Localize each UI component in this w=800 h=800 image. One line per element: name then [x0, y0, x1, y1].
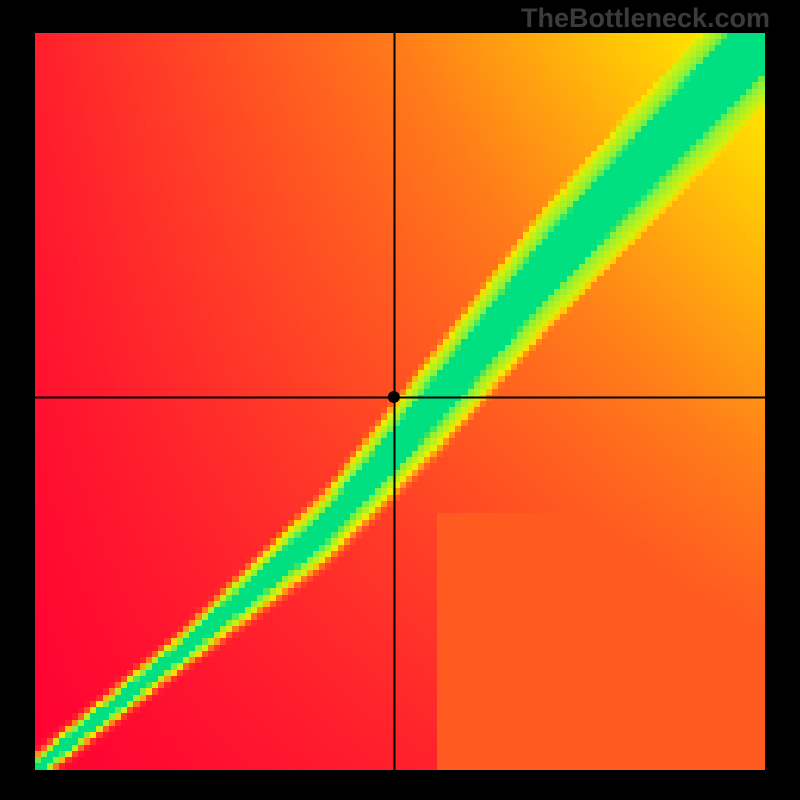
watermark-text: TheBottleneck.com — [521, 3, 770, 34]
chart-frame: TheBottleneck.com — [0, 0, 800, 800]
heatmap-plot — [35, 33, 765, 770]
heatmap-canvas — [35, 33, 765, 770]
